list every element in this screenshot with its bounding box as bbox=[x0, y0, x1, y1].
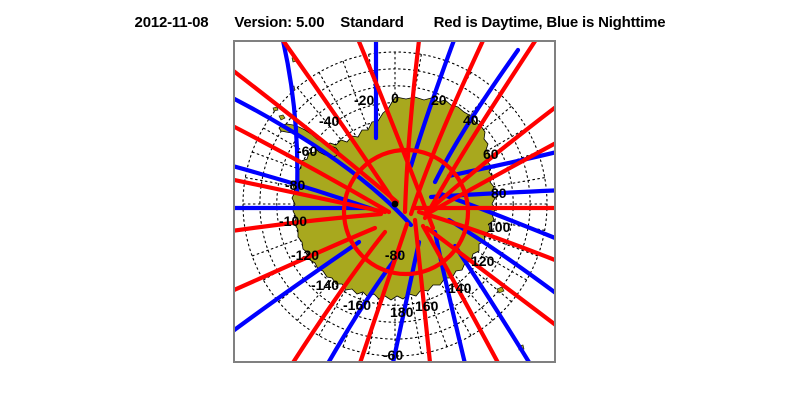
south-pole-marker bbox=[391, 200, 399, 208]
day-track-4 bbox=[422, 42, 537, 221]
night-track-14 bbox=[235, 239, 362, 333]
title-legend: Red is Daytime, Blue is Nighttime bbox=[433, 14, 666, 31]
day-track-19 bbox=[235, 69, 400, 205]
inclination-limit-ring bbox=[341, 147, 471, 277]
night-track-11 bbox=[432, 229, 467, 361]
island-5 bbox=[496, 286, 505, 294]
day-track-15 bbox=[235, 211, 384, 233]
day-track-6 bbox=[424, 141, 554, 217]
day-track-17 bbox=[235, 124, 392, 215]
title-date: 2012-11-08 bbox=[134, 14, 209, 31]
day-track-10 bbox=[420, 223, 500, 361]
title-mode: Standard bbox=[340, 14, 404, 31]
night-track-6 bbox=[446, 150, 554, 179]
day-track-18 bbox=[281, 42, 396, 203]
night-track-12 bbox=[391, 239, 422, 361]
map-plot-frame: 0 20 40 60 80 100 120 140 160 180 -160 -140 -120 -100… bbox=[233, 40, 556, 363]
day-track-14 bbox=[235, 225, 378, 292]
day-track-9 bbox=[424, 225, 554, 327]
daytime-ground-tracks bbox=[235, 42, 554, 361]
antarctica-landmass bbox=[272, 56, 525, 351]
island-1 bbox=[278, 114, 286, 121]
night-track-13 bbox=[326, 251, 402, 361]
title-version: Version: 5.00 bbox=[234, 14, 325, 31]
day-track-13 bbox=[291, 229, 388, 361]
day-track-1 bbox=[356, 42, 436, 231]
day-track-2 bbox=[402, 42, 421, 215]
figure-title: 2012-11-08 Version: 5.00 Standard Red is… bbox=[0, 14, 800, 31]
day-track-5 bbox=[422, 105, 554, 217]
night-track-10 bbox=[452, 243, 531, 361]
night-track-2 bbox=[281, 42, 300, 195]
day-track-3 bbox=[408, 42, 485, 217]
day-track-16 bbox=[235, 177, 388, 215]
island-2 bbox=[272, 106, 279, 112]
day-track-8 bbox=[416, 209, 554, 262]
night-track-5 bbox=[432, 47, 521, 185]
day-track-11 bbox=[412, 217, 432, 361]
nighttime-ground-tracks bbox=[235, 42, 554, 361]
day-track-12 bbox=[358, 221, 410, 361]
antarctica-polar-map bbox=[235, 42, 554, 361]
